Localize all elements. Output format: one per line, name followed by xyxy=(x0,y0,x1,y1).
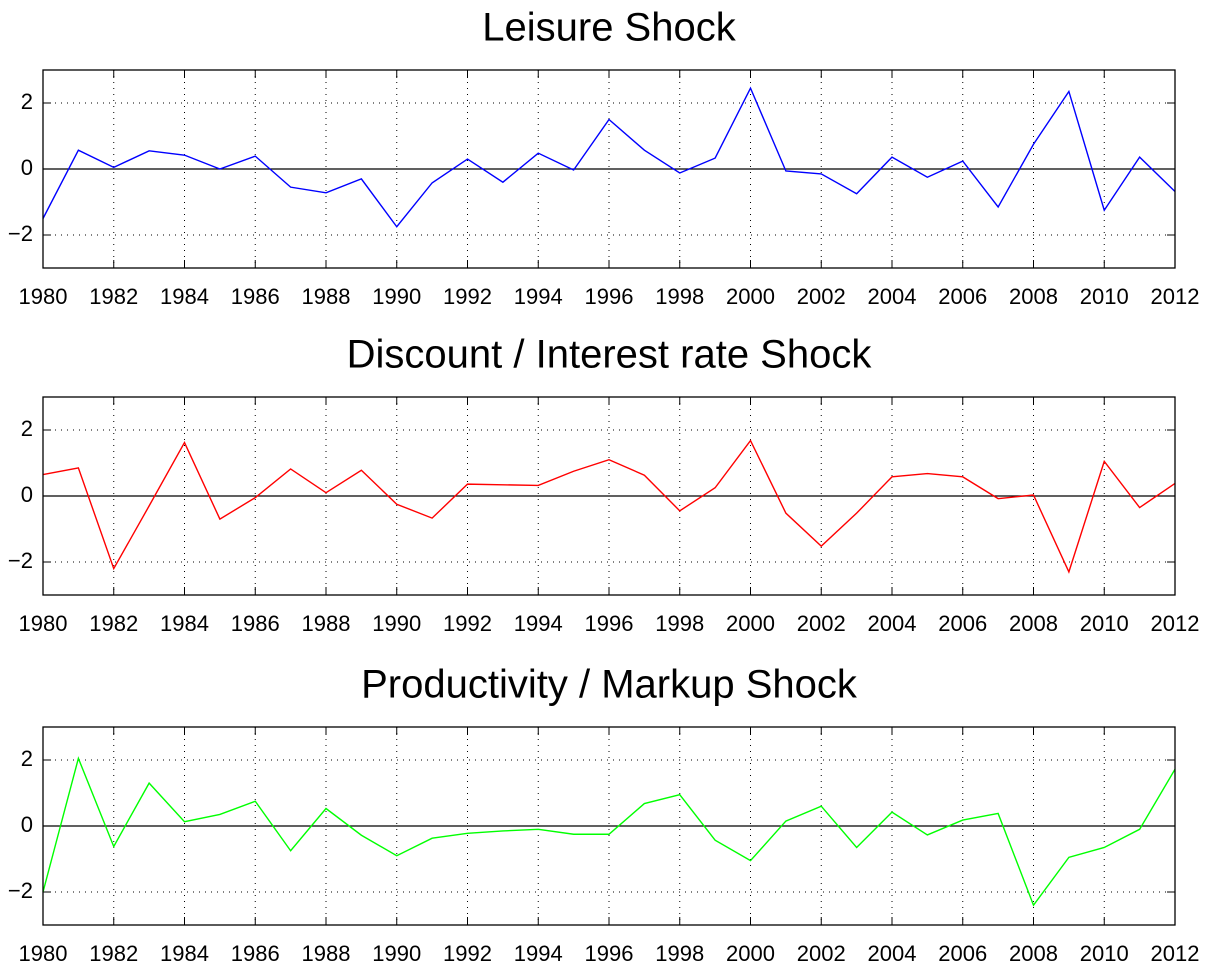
x-tick-label: 2000 xyxy=(726,284,775,309)
y-tick-label: 0 xyxy=(21,812,33,837)
data-line xyxy=(42,756,1176,907)
x-tick-label: 1980 xyxy=(19,284,68,309)
x-tick-label: 1982 xyxy=(89,611,138,636)
x-tick-label: 1998 xyxy=(655,611,704,636)
x-tick-label: 2004 xyxy=(868,611,917,636)
plot-frame xyxy=(42,396,1176,596)
x-tick-label: 2010 xyxy=(1080,284,1129,309)
chart-title: Productivity / Markup Shock xyxy=(361,663,858,707)
x-tick-label: 1990 xyxy=(372,941,421,964)
x-tick-label: 1982 xyxy=(89,941,138,964)
x-tick-label: 1982 xyxy=(89,284,138,309)
data-line xyxy=(42,86,1176,228)
x-tick-label: 1992 xyxy=(443,611,492,636)
x-tick-label: 2002 xyxy=(797,611,846,636)
x-tick-label: 1990 xyxy=(372,611,421,636)
chart-title: Leisure Shock xyxy=(482,6,736,50)
y-tick-label: 0 xyxy=(21,482,33,507)
x-tick-label: 1988 xyxy=(302,284,351,309)
x-tick-label: 1994 xyxy=(514,941,563,964)
y-tick-label: 2 xyxy=(21,89,33,114)
x-tick-label: 2004 xyxy=(868,941,917,964)
y-tick-label: 2 xyxy=(21,416,33,441)
x-tick-label: 2000 xyxy=(726,611,775,636)
x-tick-label: 2006 xyxy=(938,611,987,636)
plot-frame xyxy=(42,726,1176,926)
x-tick-label: 2004 xyxy=(868,284,917,309)
x-tick-label: 2010 xyxy=(1080,941,1129,964)
x-tick-label: 2012 xyxy=(1151,284,1200,309)
y-tick-label: 2 xyxy=(21,746,33,771)
x-tick-label: 1996 xyxy=(585,941,634,964)
x-tick-label: 1990 xyxy=(372,284,421,309)
x-tick-label: 1998 xyxy=(655,941,704,964)
x-tick-label: 2008 xyxy=(1009,284,1058,309)
x-tick-label: 2012 xyxy=(1151,941,1200,964)
chart-title: Discount / Interest rate Shock xyxy=(347,333,873,377)
y-tick-label: 0 xyxy=(21,155,33,180)
x-tick-label: 1984 xyxy=(160,941,209,964)
y-tick-label: −2 xyxy=(8,548,33,573)
x-tick-label: 2008 xyxy=(1009,941,1058,964)
x-tick-label: 1986 xyxy=(231,941,280,964)
x-tick-label: 2002 xyxy=(797,941,846,964)
x-tick-label: 1992 xyxy=(443,941,492,964)
x-tick-label: 1998 xyxy=(655,284,704,309)
x-tick-label: 2012 xyxy=(1151,611,1200,636)
x-tick-label: 2008 xyxy=(1009,611,1058,636)
plot-frame xyxy=(42,69,1176,269)
x-tick-label: 1996 xyxy=(585,611,634,636)
x-tick-label: 2006 xyxy=(938,941,987,964)
x-tick-label: 1980 xyxy=(19,611,68,636)
x-tick-label: 2006 xyxy=(938,284,987,309)
x-tick-label: 1986 xyxy=(231,284,280,309)
x-tick-label: 1988 xyxy=(302,611,351,636)
x-tick-label: 2010 xyxy=(1080,611,1129,636)
x-tick-label: 1996 xyxy=(585,284,634,309)
x-tick-label: 1992 xyxy=(443,284,492,309)
y-tick-label: −2 xyxy=(8,878,33,903)
x-tick-label: 1988 xyxy=(302,941,351,964)
x-tick-label: 1994 xyxy=(514,284,563,309)
x-tick-label: 2002 xyxy=(797,284,846,309)
x-tick-label: 1980 xyxy=(19,941,68,964)
y-tick-label: −2 xyxy=(8,221,33,246)
x-tick-label: 1994 xyxy=(514,611,563,636)
x-tick-label: 1984 xyxy=(160,284,209,309)
data-line xyxy=(42,439,1176,574)
x-tick-label: 2000 xyxy=(726,941,775,964)
x-tick-label: 1986 xyxy=(231,611,280,636)
x-tick-label: 1984 xyxy=(160,611,209,636)
